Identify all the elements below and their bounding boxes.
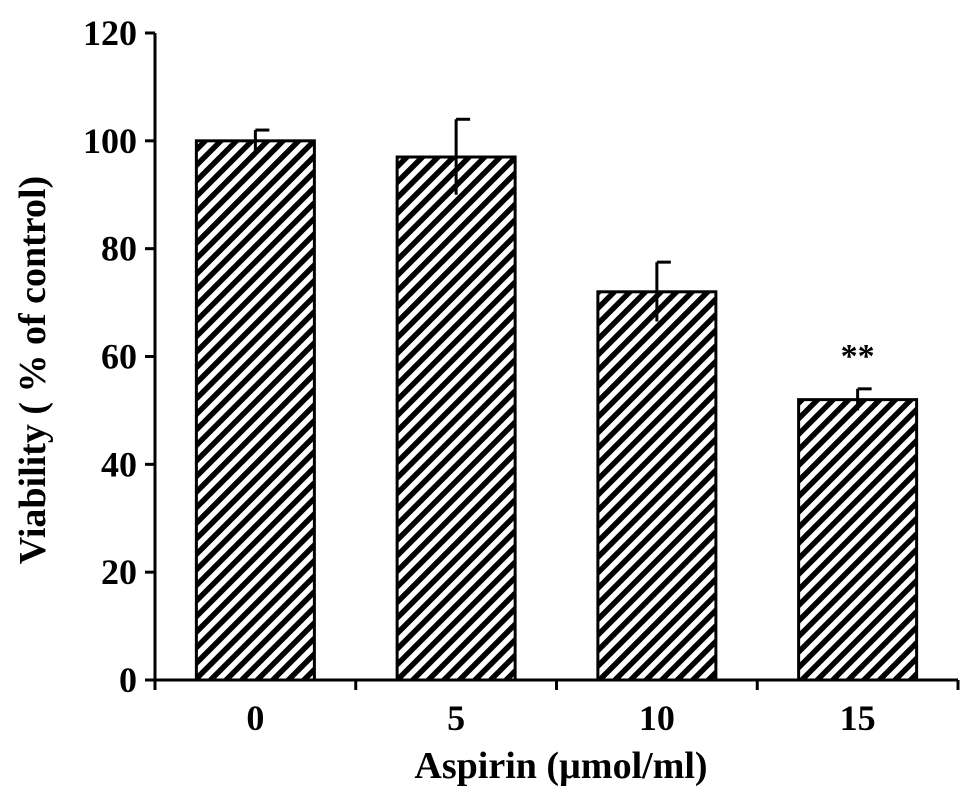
x-tick-label-10: 10 (639, 698, 675, 738)
error-bars-layer (253, 117, 872, 411)
significance-label-15: ** (841, 338, 875, 375)
x-axis-title: Aspirin (µmol/ml) (414, 745, 707, 787)
x-tick-label-5: 5 (447, 698, 465, 738)
x-tick-label-15: 15 (840, 698, 876, 738)
x-tick-label-0: 0 (246, 698, 264, 738)
x-ticks: 0 5 10 15 (153, 680, 960, 738)
y-tick-label: 60 (101, 337, 137, 377)
y-tick-label: 40 (101, 444, 137, 484)
y-axis-title: Viability ( % of control) (12, 176, 54, 564)
annotations-layer: ** (841, 338, 875, 375)
y-ticks: 0 20 40 60 80 100 120 (83, 13, 155, 700)
y-tick-label: 120 (83, 13, 137, 53)
y-tick-label: 0 (119, 660, 137, 700)
y-tick-label: 100 (83, 121, 137, 161)
bar-0 (194, 139, 316, 682)
bars-layer (194, 139, 919, 682)
y-tick-label: 80 (101, 229, 137, 269)
bar-10 (596, 290, 718, 682)
bar-15 (797, 398, 919, 682)
y-tick-label: 20 (101, 552, 137, 592)
bar-5 (395, 155, 517, 682)
